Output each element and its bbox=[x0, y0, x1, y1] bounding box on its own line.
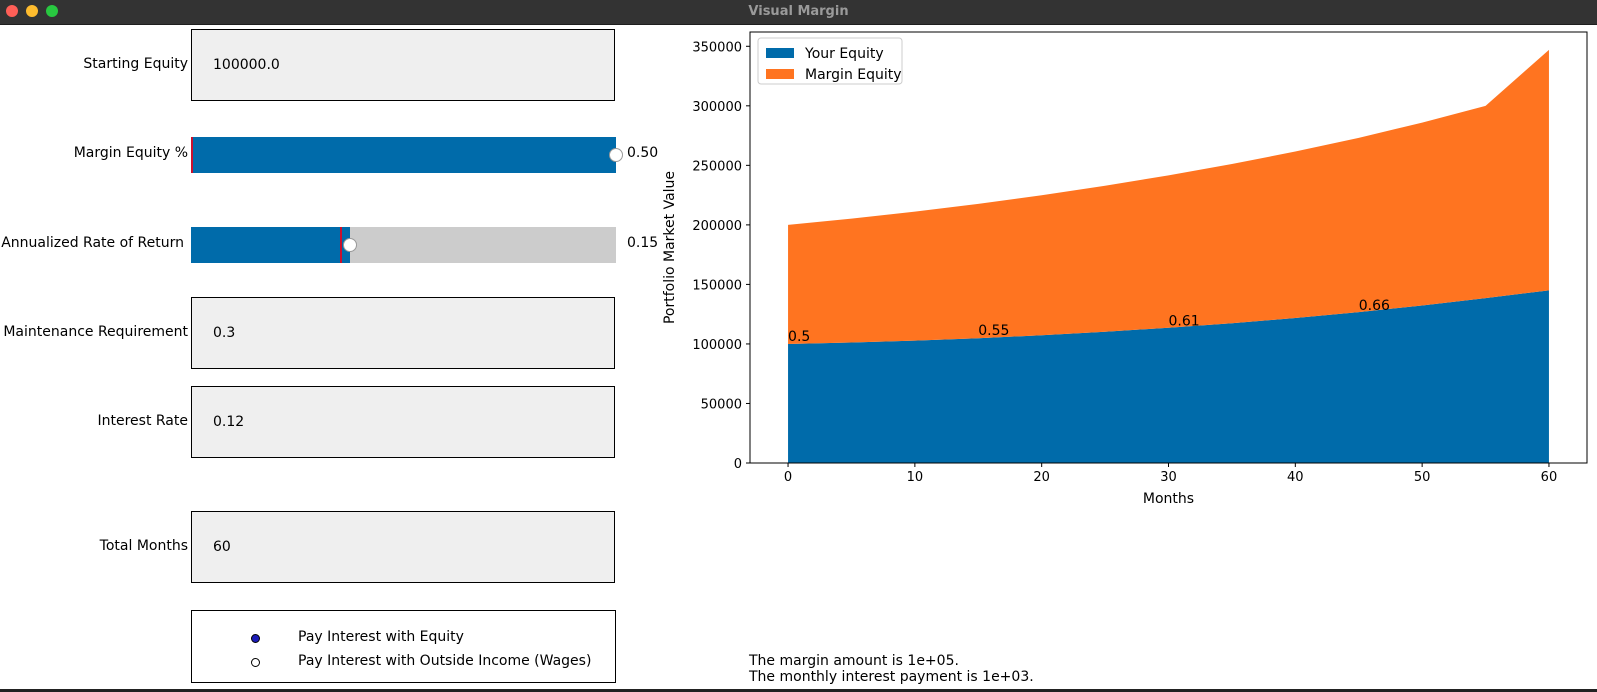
annual-return-slider-fill bbox=[191, 227, 351, 263]
x-tick-label: 30 bbox=[1160, 470, 1177, 485]
margin-equity-slider-fill bbox=[191, 137, 616, 173]
margin-amount-text: The margin amount is 1e+05. bbox=[749, 653, 959, 669]
window-title: Visual Margin bbox=[748, 4, 849, 19]
pay-with-income-label[interactable]: Pay Interest with Outside Income (Wages) bbox=[298, 653, 592, 669]
series-area-your-equity bbox=[788, 290, 1549, 463]
interest-rate-value: 0.12 bbox=[213, 414, 245, 430]
total-months-label: Total Months bbox=[99, 538, 188, 554]
starting-equity-input[interactable]: 100000.0 bbox=[191, 29, 615, 101]
pay-with-equity-radio[interactable] bbox=[251, 634, 260, 643]
y-tick-label: 150000 bbox=[692, 278, 742, 293]
legend-entry: Your Equity bbox=[804, 46, 884, 62]
total-months-value: 60 bbox=[213, 539, 231, 555]
annual-return-label: Annualized Rate of Return bbox=[1, 235, 184, 251]
x-tick-label: 40 bbox=[1287, 470, 1304, 485]
interest-rate-label: Interest Rate bbox=[97, 413, 188, 429]
y-axis-label: Portfolio Market Value bbox=[662, 171, 678, 324]
close-window-button[interactable] bbox=[6, 5, 18, 17]
annual-return-slider-handle[interactable] bbox=[343, 238, 358, 252]
x-tick-label: 10 bbox=[907, 470, 924, 485]
y-tick-label: 100000 bbox=[692, 338, 742, 353]
leverage-annotation: 0.66 bbox=[1359, 298, 1390, 314]
title-bar: Visual Margin bbox=[0, 0, 1597, 25]
annual-return-initial-marker bbox=[339, 227, 342, 263]
y-tick-label: 350000 bbox=[692, 40, 742, 55]
margin-equity-slider[interactable] bbox=[191, 137, 623, 173]
series-area-margin-equity bbox=[788, 49, 1549, 344]
legend-swatch bbox=[766, 48, 794, 58]
total-months-input[interactable]: 60 bbox=[191, 511, 615, 583]
margin-equity-label: Margin Equity % bbox=[73, 145, 188, 161]
leverage-annotation: 0.5 bbox=[788, 329, 810, 345]
y-tick-label: 300000 bbox=[692, 100, 742, 115]
leverage-annotation: 0.55 bbox=[978, 323, 1009, 339]
portfolio-chart: 0 10 20 30 40 50 60 0 50000 100000 150000 200000 250… bbox=[662, 31, 1588, 507]
window-bottom-edge bbox=[0, 689, 1597, 692]
y-tick-label: 250000 bbox=[692, 159, 742, 174]
interest-payment-radio-group: Pay Interest with Equity Pay Interest wi… bbox=[191, 610, 616, 683]
interest-rate-input[interactable]: 0.12 bbox=[191, 386, 615, 458]
pay-with-income-radio[interactable] bbox=[251, 658, 260, 667]
annual-return-slider[interactable] bbox=[191, 227, 616, 263]
pay-with-equity-label[interactable]: Pay Interest with Equity bbox=[298, 629, 464, 645]
x-tick-label: 0 bbox=[784, 470, 792, 485]
legend-swatch bbox=[766, 69, 794, 79]
annual-return-value: 0.15 bbox=[627, 235, 659, 251]
margin-equity-initial-marker bbox=[191, 137, 193, 173]
y-tick-label: 200000 bbox=[692, 219, 742, 234]
legend-entry: Margin Equity bbox=[805, 67, 902, 83]
x-tick-label: 50 bbox=[1414, 470, 1431, 485]
margin-equity-slider-handle[interactable] bbox=[609, 148, 623, 162]
interest-payment-text: The monthly interest payment is 1e+03. bbox=[749, 669, 1034, 685]
y-tick-label: 0 bbox=[734, 457, 742, 472]
x-tick-label: 20 bbox=[1033, 470, 1050, 485]
starting-equity-label: Starting Equity bbox=[83, 56, 188, 72]
leverage-annotation: 0.61 bbox=[1169, 313, 1200, 329]
maintenance-input[interactable]: 0.3 bbox=[191, 297, 615, 369]
chart-legend: Your Equity Margin Equity bbox=[757, 37, 903, 85]
margin-equity-value: 0.50 bbox=[627, 145, 659, 161]
starting-equity-value: 100000.0 bbox=[213, 57, 280, 73]
zoom-window-button[interactable] bbox=[46, 5, 58, 17]
x-axis-label: Months bbox=[1143, 491, 1194, 507]
minimize-window-button[interactable] bbox=[26, 5, 38, 17]
x-tick-label: 60 bbox=[1541, 470, 1558, 485]
maintenance-value: 0.3 bbox=[213, 325, 236, 341]
y-tick-label: 50000 bbox=[701, 397, 742, 412]
maintenance-label: Maintenance Requirement bbox=[3, 324, 188, 340]
